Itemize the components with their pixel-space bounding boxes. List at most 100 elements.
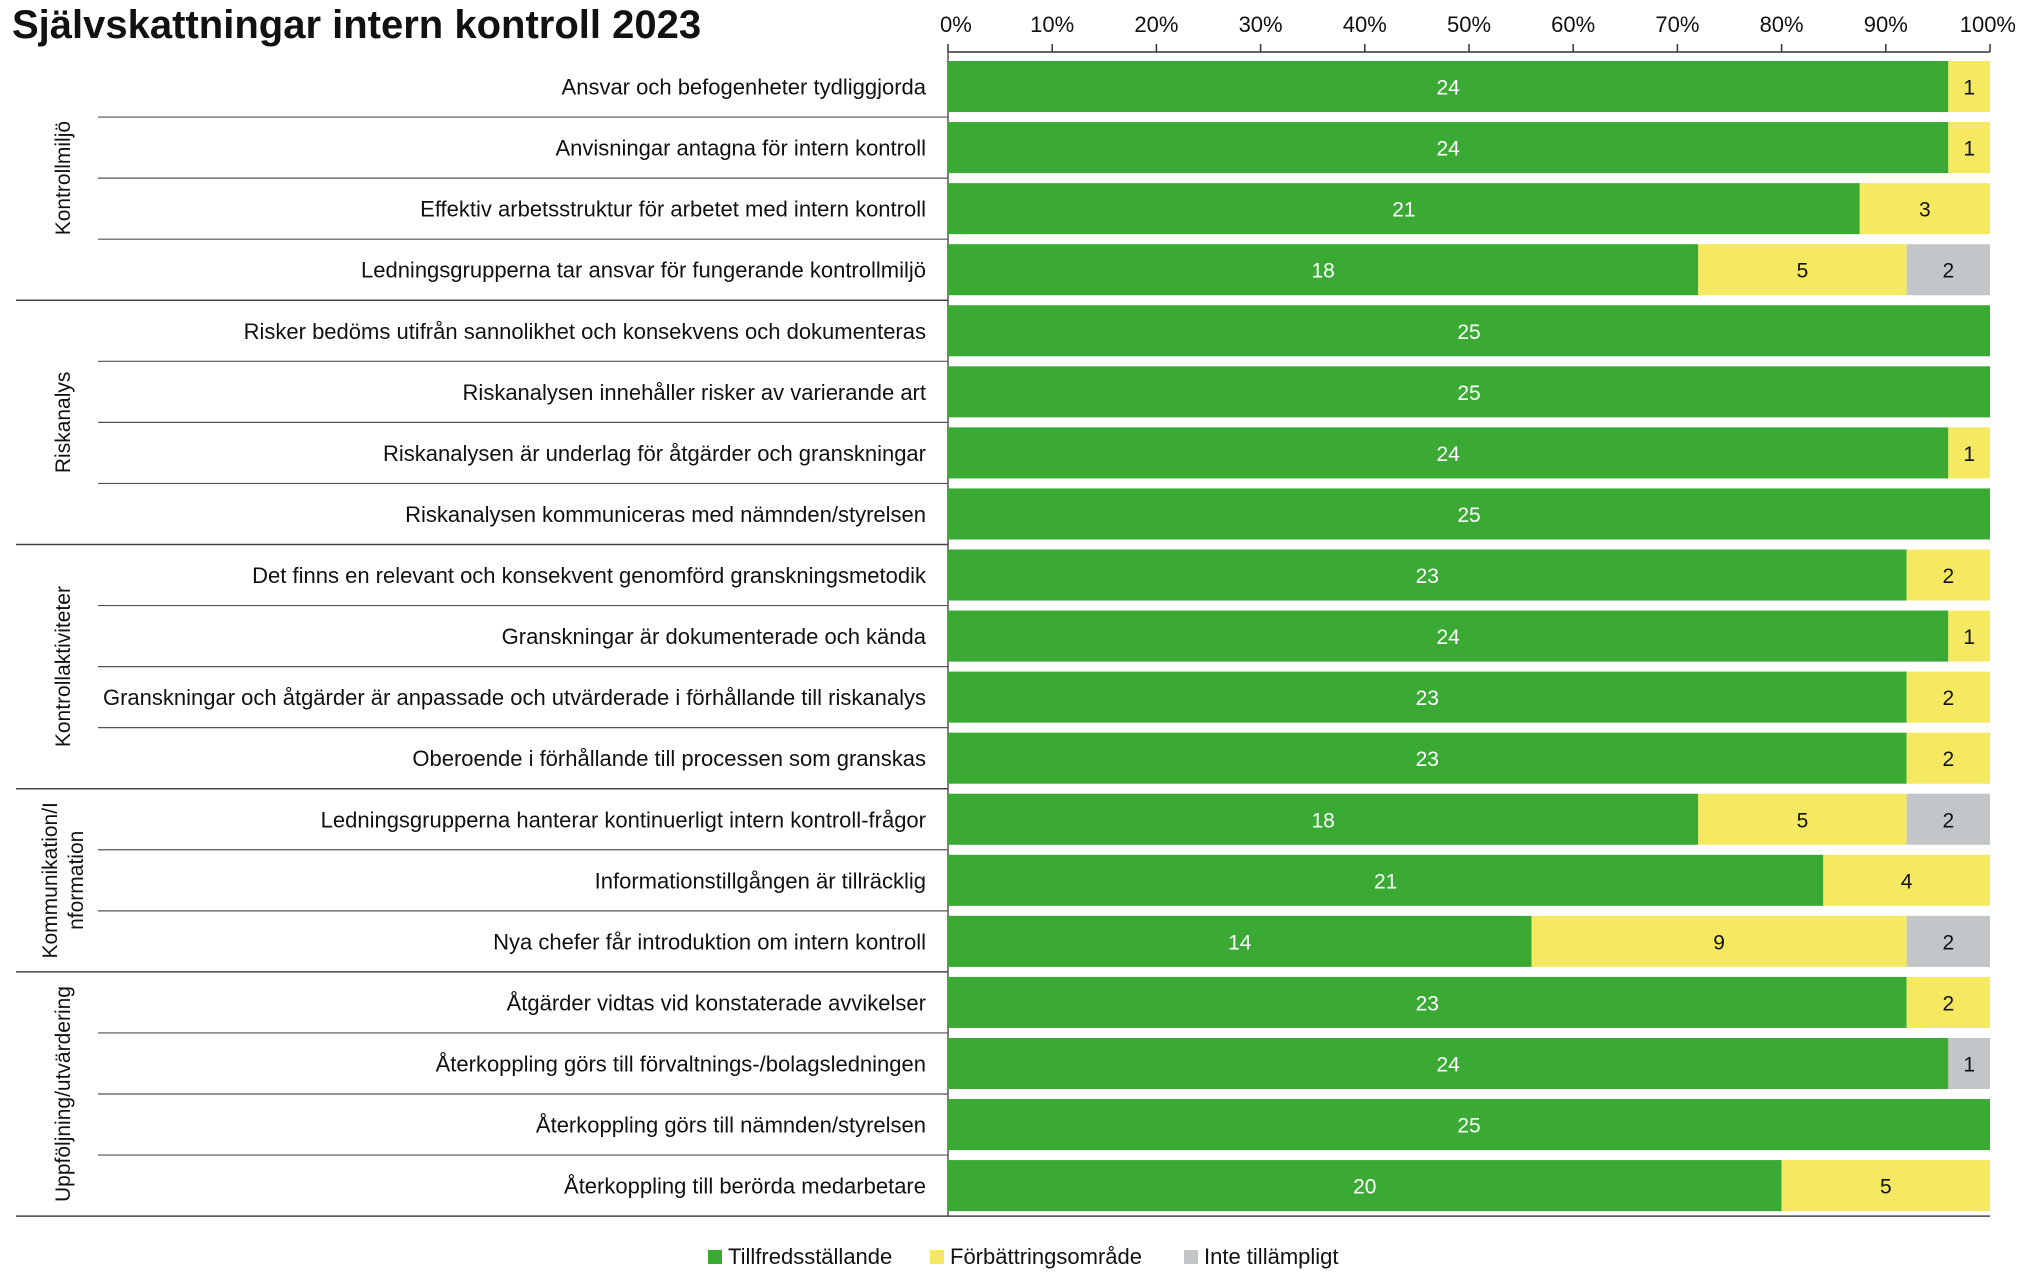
bar-segment xyxy=(948,61,1949,113)
bar-value-label: 18 xyxy=(1311,809,1334,832)
bar-segment xyxy=(948,793,1699,845)
bar-value-label: 1 xyxy=(1963,138,1975,161)
bar-value-label: 9 xyxy=(1713,931,1725,954)
bar-value-label: 23 xyxy=(1416,565,1439,588)
bar-segment xyxy=(1948,61,1990,113)
bar-segment xyxy=(948,854,1824,906)
x-tick-label: 0% xyxy=(940,12,972,37)
bar-value-label: 23 xyxy=(1416,687,1439,710)
legend: Tillfredsställande Förbättringsområde Inte… xyxy=(708,1244,1339,1269)
bar-segment xyxy=(948,671,1907,723)
bar-segment xyxy=(948,915,1532,967)
bar-value-label: 24 xyxy=(1436,443,1460,466)
x-tick-label: 40% xyxy=(1343,12,1387,37)
bar-value-label: 14 xyxy=(1228,931,1252,954)
bar-segment xyxy=(1948,1037,1990,1090)
x-tick-label: 60% xyxy=(1551,12,1595,37)
legend-label: Förbättringsområde xyxy=(950,1244,1142,1269)
bar-segment xyxy=(948,183,1860,235)
bar-value-label: 23 xyxy=(1416,992,1439,1015)
bar-value-label: 2 xyxy=(1942,992,1954,1015)
bar-value-label: 21 xyxy=(1374,870,1397,893)
x-tick-label: 100% xyxy=(1960,12,2016,37)
row-label: Riskanalysen kommuniceras med nämnden/st… xyxy=(405,502,926,527)
x-tick-label: 80% xyxy=(1760,12,1804,37)
bar-segment xyxy=(1531,915,1907,967)
bar-segment xyxy=(948,366,1990,418)
bar-segment xyxy=(1906,732,1990,784)
bar-value-label: 2 xyxy=(1942,931,1954,954)
bar-value-label: 18 xyxy=(1311,260,1334,283)
bar-value-label: 23 xyxy=(1416,748,1439,771)
bar-segment xyxy=(1906,793,1990,845)
bar-segment xyxy=(1781,1160,1990,1212)
bar-segment xyxy=(948,244,1699,296)
row-label: Oberoende i förhållande till processen s… xyxy=(412,746,926,771)
bar-value-label: 25 xyxy=(1457,321,1480,344)
bar-segment xyxy=(948,427,1949,479)
legend-label: Inte tillämpligt xyxy=(1204,1244,1339,1269)
chart-title: Självskattningar intern kontroll 2023 xyxy=(12,3,701,47)
bar-value-label: 20 xyxy=(1353,1176,1376,1199)
x-tick-label: 10% xyxy=(1030,12,1074,37)
row-label: Effektiv arbetsstruktur för arbetet med … xyxy=(420,197,926,222)
row-label: Granskningar och åtgärder är anpassade o… xyxy=(103,685,926,710)
bar-value-label: 25 xyxy=(1457,1115,1480,1138)
x-tick-label: 30% xyxy=(1239,12,1283,37)
row-label: Ledningsgrupperna hanterar kontinuerligt… xyxy=(321,807,926,832)
x-tick-label: 70% xyxy=(1655,12,1699,37)
legend-label: Tillfredsställande xyxy=(728,1244,892,1269)
x-tick-label: 90% xyxy=(1864,12,1908,37)
bar-segment xyxy=(948,976,1907,1028)
group-label: Uppföljning/utvärdering xyxy=(52,986,75,1202)
bar-value-label: 2 xyxy=(1942,687,1954,710)
row-label: Återkoppling görs till förvaltnings-/bol… xyxy=(436,1051,926,1076)
bar-segment xyxy=(1948,610,1990,662)
x-axis: 0% 10% 20% 30% 40% 50% 60% 70% 80% 90% 100% xyxy=(16,12,2016,1217)
group-label: Kontrollaktiviteter xyxy=(52,586,75,747)
row-label: Det finns en relevant och konsekvent gen… xyxy=(252,563,927,588)
bar-value-label: 24 xyxy=(1436,1053,1460,1076)
legend-swatch xyxy=(1184,1250,1198,1264)
row-labels: Ansvar och befogenheter tydliggjorda Anvi… xyxy=(98,75,948,1199)
bar-segment xyxy=(948,1099,1990,1151)
bar-segment xyxy=(1698,793,1907,845)
group-label: Kontrollmiljö xyxy=(52,121,75,235)
bar-value-label: 2 xyxy=(1942,809,1954,832)
bar-segment xyxy=(1859,183,1990,235)
legend-swatch xyxy=(708,1250,722,1264)
x-tick-label: 50% xyxy=(1447,12,1491,37)
group-label: Kommunikation/I xyxy=(39,802,62,958)
bar-value-label: 5 xyxy=(1797,809,1809,832)
group-label: Riskanalys xyxy=(52,372,75,474)
bar-segment xyxy=(1906,549,1990,601)
group-label: nformation xyxy=(65,831,88,930)
bar-segment xyxy=(948,488,1990,540)
row-label: Återkoppling till berörda medarbetare xyxy=(564,1174,926,1199)
bar-segment xyxy=(1948,427,1990,479)
bar-segment xyxy=(1906,244,1990,296)
bar-segment xyxy=(1698,244,1907,296)
bar-value-label: 1 xyxy=(1963,77,1975,100)
bar-segment xyxy=(1906,976,1990,1028)
bar-value-label: 2 xyxy=(1942,565,1954,588)
bar-segment xyxy=(948,1037,1949,1090)
bar-value-label: 25 xyxy=(1457,382,1480,405)
row-label: Återkoppling görs till nämnden/styrelsen xyxy=(536,1113,926,1138)
row-label: Risker bedöms utifrån sannolikhet och ko… xyxy=(244,319,926,344)
row-label: Nya chefer får introduktion om intern ko… xyxy=(493,929,926,954)
row-label: Ansvar och befogenheter tydliggjorda xyxy=(562,75,927,100)
bar-value-label: 25 xyxy=(1457,504,1480,527)
bar-value-label: 4 xyxy=(1901,870,1913,893)
bar-segment xyxy=(1823,854,1990,906)
bar-segment xyxy=(1906,915,1990,967)
row-label: Åtgärder vidtas vid konstaterade avvikel… xyxy=(507,990,926,1015)
row-label: Riskanalysen är underlag för åtgärder oc… xyxy=(383,441,926,466)
bar-value-label: 1 xyxy=(1963,626,1975,649)
bar-value-label: 21 xyxy=(1392,199,1415,222)
bar-segment xyxy=(948,305,1990,357)
bar-segment xyxy=(948,732,1907,784)
